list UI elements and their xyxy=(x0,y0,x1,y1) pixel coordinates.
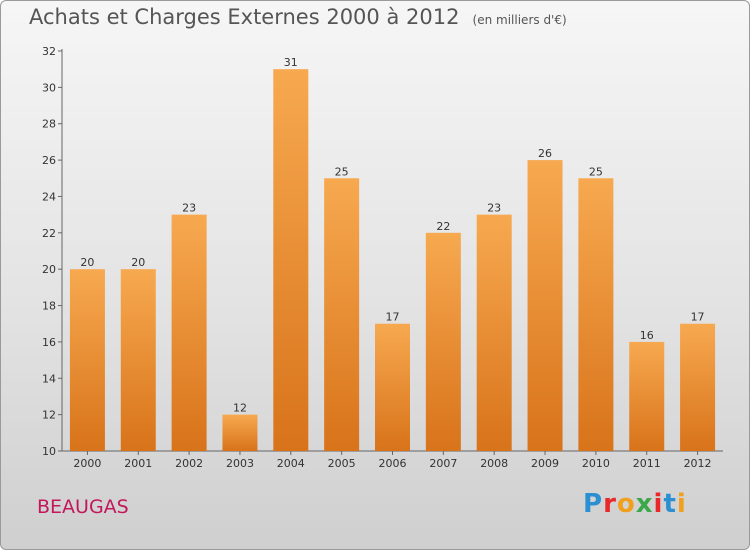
x-tick-label: 2002 xyxy=(175,457,203,470)
proxiti-logo: Proxiti xyxy=(583,489,687,519)
data-label: 17 xyxy=(386,311,400,324)
commune-name: BEAUGAS xyxy=(37,496,129,518)
y-tick-label: 10 xyxy=(42,445,56,458)
x-tick-label: 2001 xyxy=(124,457,152,470)
logo-letter: P xyxy=(583,489,604,519)
x-tick-label: 2005 xyxy=(328,457,356,470)
data-label: 20 xyxy=(80,256,94,269)
y-tick-label: 20 xyxy=(42,263,56,276)
x-tick-label: 2003 xyxy=(226,457,254,470)
logo-letter: t xyxy=(663,489,677,519)
data-label: 25 xyxy=(589,165,603,178)
x-tick-label: 2012 xyxy=(684,457,712,470)
data-label: 17 xyxy=(691,311,705,324)
y-tick-label: 22 xyxy=(42,227,56,240)
bar xyxy=(375,323,410,451)
data-label: 22 xyxy=(436,220,450,233)
logo-letter: r xyxy=(603,489,617,519)
data-label: 23 xyxy=(182,202,196,215)
bar xyxy=(476,214,512,451)
x-tick-label: 2000 xyxy=(73,457,101,470)
bar xyxy=(120,269,156,451)
logo-letter: i xyxy=(676,489,687,519)
data-label: 31 xyxy=(284,56,298,69)
bar xyxy=(69,269,105,451)
bar xyxy=(629,341,665,451)
bar xyxy=(222,414,258,451)
data-label: 20 xyxy=(131,256,145,269)
bar xyxy=(578,178,614,452)
bar xyxy=(273,69,309,451)
y-tick-label: 14 xyxy=(42,372,56,385)
logo-letter: i xyxy=(653,489,664,519)
chart-unit: (en milliers d'€) xyxy=(472,13,567,27)
chart-title-text: Achats et Charges Externes 2000 à 2012 xyxy=(29,5,460,29)
x-tick-label: 2009 xyxy=(531,457,559,470)
data-label: 23 xyxy=(487,202,501,215)
x-tick-label: 2006 xyxy=(379,457,407,470)
x-tick-label: 2008 xyxy=(480,457,508,470)
y-tick-label: 18 xyxy=(42,300,56,313)
bar xyxy=(171,214,207,451)
x-tick-label: 2004 xyxy=(277,457,305,470)
bar xyxy=(527,160,563,451)
x-tick-label: 2011 xyxy=(633,457,661,470)
logo-letter: x xyxy=(635,489,654,519)
data-label: 12 xyxy=(233,402,247,415)
chart-title: Achats et Charges Externes 2000 à 2012 (… xyxy=(29,5,567,29)
bar xyxy=(425,232,461,451)
logo-letter: o xyxy=(616,489,636,519)
data-label: 16 xyxy=(640,329,654,342)
y-tick-label: 32 xyxy=(42,45,56,58)
x-tick-label: 2007 xyxy=(429,457,457,470)
y-tick-label: 30 xyxy=(42,81,56,94)
y-tick-label: 16 xyxy=(42,336,56,349)
x-tick-label: 2010 xyxy=(582,457,610,470)
y-tick-label: 24 xyxy=(42,190,56,203)
data-label: 25 xyxy=(335,165,349,178)
y-tick-label: 28 xyxy=(42,118,56,131)
data-label: 26 xyxy=(538,147,552,160)
bar xyxy=(680,323,716,451)
bar xyxy=(324,178,360,452)
y-tick-label: 26 xyxy=(42,154,56,167)
y-tick-label: 12 xyxy=(42,409,56,422)
